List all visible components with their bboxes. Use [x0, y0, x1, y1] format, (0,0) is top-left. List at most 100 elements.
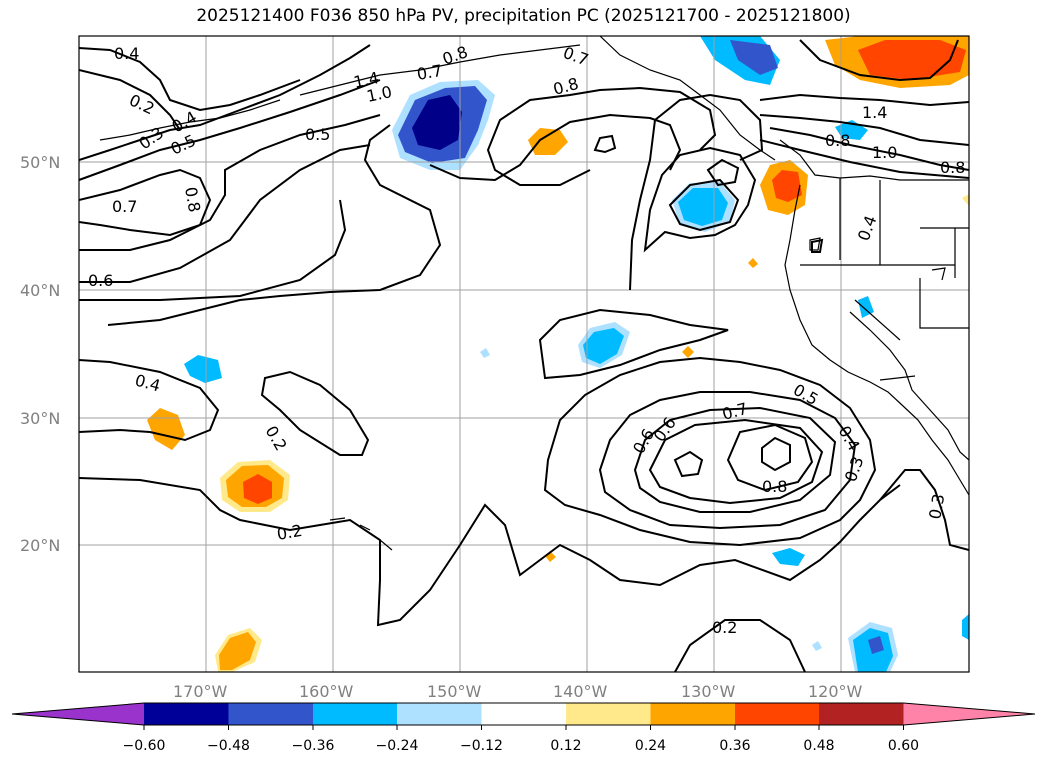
longitude-label: 170°W — [173, 682, 228, 701]
precip-anomaly-area — [682, 346, 694, 358]
pv-contour — [79, 114, 381, 251]
precip-anomaly-area — [858, 296, 874, 318]
precip-anomaly-area — [184, 355, 222, 383]
precip-anomaly-area — [678, 188, 728, 226]
contour-label: 0.8 — [762, 477, 787, 496]
pv-contour — [759, 114, 969, 146]
precip-anomaly-area — [748, 258, 758, 268]
contour-label: 1.0 — [872, 143, 897, 162]
precip-anomaly-area — [412, 95, 462, 150]
pv-contour — [538, 308, 729, 380]
colorbar-tick-label: 0.36 — [719, 738, 750, 754]
colorbar-segment — [228, 703, 313, 725]
colorbar-tick-label: 0.60 — [888, 738, 919, 754]
colorbar-tick-label: 0.24 — [635, 738, 666, 754]
coastline — [329, 517, 393, 551]
colorbar-segment — [650, 703, 735, 725]
pv-contour — [648, 418, 824, 505]
pv-contour — [79, 168, 212, 237]
pv-contour — [486, 86, 717, 186]
contour-label: 0.7 — [112, 197, 137, 216]
map-area — [79, 36, 969, 672]
coastlines — [99, 36, 969, 551]
pv-contour — [543, 356, 877, 547]
colorbar-tick-label: −0.36 — [292, 738, 335, 754]
pv-contour — [429, 113, 682, 182]
precip-anomaly-area — [219, 632, 256, 670]
contour-label: 0.2 — [712, 618, 737, 637]
pv-contour — [107, 124, 442, 326]
contour-label: 0.7 — [415, 61, 443, 84]
colorbar-tick-label: 0.12 — [550, 738, 581, 754]
coastline — [931, 267, 946, 281]
pv-contour — [673, 450, 704, 478]
pv-contour — [674, 619, 806, 672]
colorbar-segment — [313, 703, 397, 725]
pv-contours — [79, 39, 969, 672]
longitude-label: 160°W — [299, 682, 354, 701]
pv-contour — [761, 436, 791, 472]
precip-anomaly-area — [243, 474, 272, 504]
contour-label: 0.4 — [114, 44, 139, 63]
precip-anomaly-area — [583, 328, 624, 364]
precip-anomaly-area — [772, 170, 802, 202]
pv-contour — [79, 47, 301, 112]
colorbar-segment — [903, 703, 1035, 725]
colorbar-tick-label: 0.48 — [803, 738, 834, 754]
contour-label: 0.3 — [925, 492, 948, 520]
latitude-label: 30°N — [20, 409, 60, 428]
colorbar-segment — [12, 703, 144, 725]
colorbar: −0.60 −0.48 −0.36 −0.24 −0.12 0.12 0.24 … — [11, 702, 1036, 754]
colorbar-tick-label: −0.12 — [460, 738, 503, 754]
coastline — [809, 237, 821, 251]
colorbar-tick-label: −0.48 — [207, 738, 250, 754]
colorbar-segment — [481, 703, 566, 725]
colorbar-tick-label: −0.60 — [123, 738, 166, 754]
pv-contour — [759, 139, 969, 179]
colorbar-segment — [735, 703, 819, 725]
contour-label: 0.8 — [825, 131, 850, 150]
precip-anomaly-area — [812, 641, 822, 651]
contour-label: 1.4 — [862, 103, 887, 122]
longitude-label: 120°W — [808, 682, 863, 701]
pv-contour — [769, 127, 969, 171]
pv-contour — [759, 93, 969, 107]
longitude-label: 130°W — [681, 682, 736, 701]
contour-label: 1.4 — [352, 68, 381, 92]
longitude-label: 140°W — [553, 682, 608, 701]
precip-anomaly-area — [730, 40, 778, 75]
coastline — [599, 36, 776, 161]
colorbar-tick-label: −0.24 — [376, 738, 419, 754]
colorbar-segment — [144, 703, 229, 725]
latitude-labels: 50°N 40°N 30°N 20°N — [20, 153, 60, 555]
pv-contour — [726, 423, 814, 492]
precip-negative-areas — [184, 36, 969, 672]
colorbar-segment — [566, 703, 651, 725]
pv-contour — [643, 146, 757, 253]
contour-label: 0.8 — [181, 185, 204, 213]
precip-anomaly-area — [772, 548, 805, 566]
coastline — [299, 44, 581, 96]
map-title: 2025121400 F036 850 hPa PV, precipitatio… — [196, 6, 851, 26]
colorbar-segment — [819, 703, 904, 725]
pv-contour — [706, 158, 740, 187]
precip-anomaly-area — [962, 614, 969, 640]
contour-label: 0.6 — [88, 271, 113, 290]
latitude-label: 50°N — [20, 153, 60, 172]
country-border — [800, 178, 969, 381]
coastline — [849, 311, 969, 461]
pv-contour — [668, 178, 740, 232]
precip-anomaly-area — [480, 348, 490, 358]
longitude-label: 150°W — [427, 682, 482, 701]
map-frame — [78, 35, 970, 673]
latitude-label: 20°N — [20, 536, 60, 555]
pv-contour — [79, 359, 220, 442]
precip-anomaly-area — [962, 194, 969, 206]
precip-anomaly-area — [528, 128, 568, 155]
pv-contour — [79, 79, 381, 181]
longitude-labels: 170°W 160°W 150°W 140°W 130°W 120°W — [173, 682, 863, 701]
pv-contour — [79, 199, 347, 301]
pv-contour — [598, 391, 857, 530]
pv-contour — [593, 134, 617, 154]
